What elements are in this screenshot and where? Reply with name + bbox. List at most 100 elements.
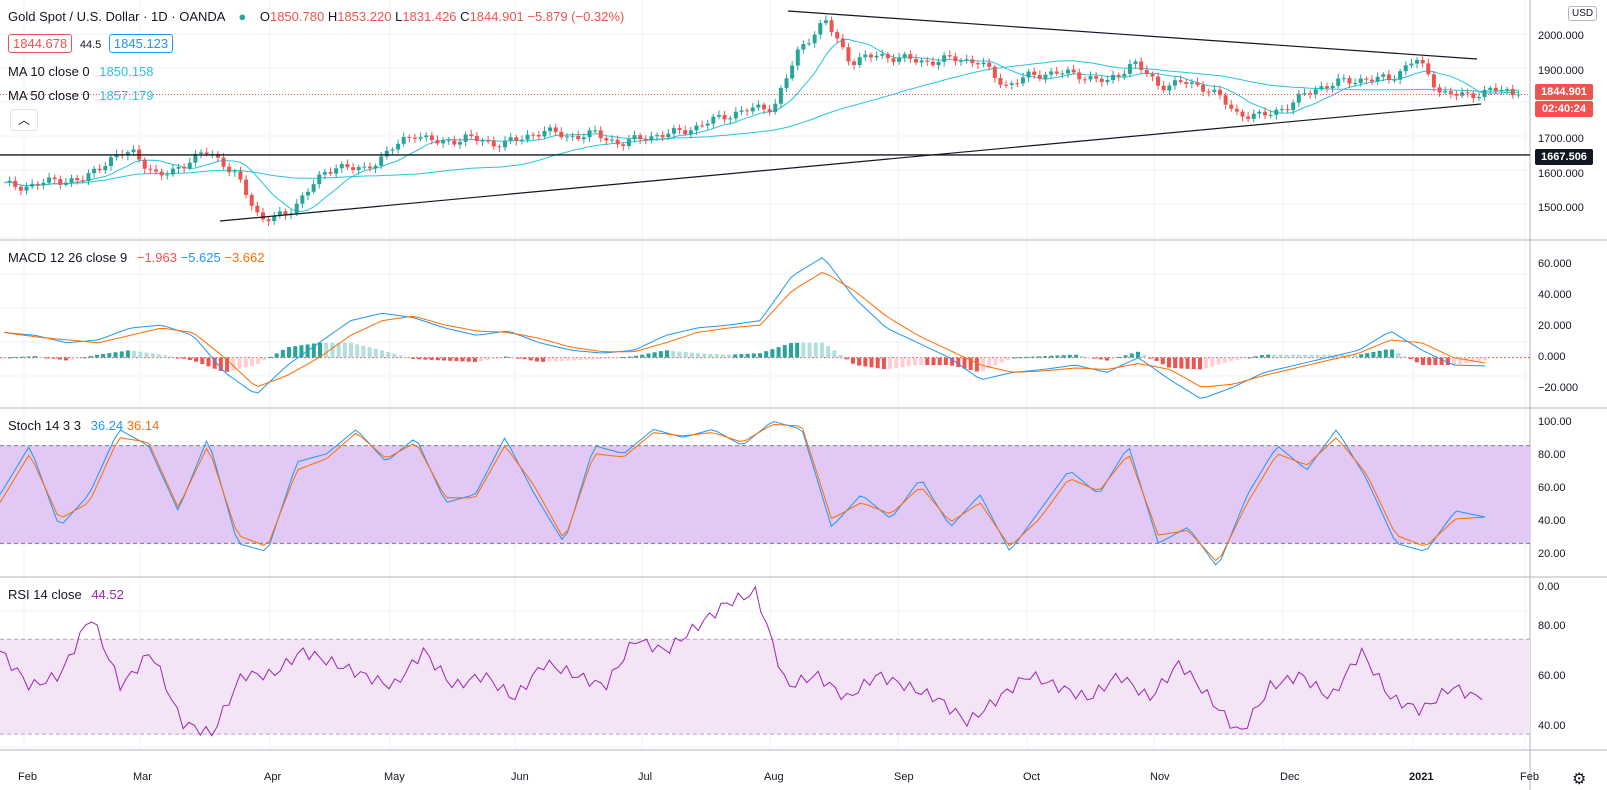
candle-body — [1099, 78, 1104, 83]
gear-icon[interactable]: ⚙ — [1572, 771, 1587, 788]
macd-histogram-bar — [63, 357, 68, 361]
macd-hist-value: −1.963 — [136, 250, 177, 265]
sell-button[interactable]: 1844.678 — [8, 34, 73, 53]
ma10-value: 1850.158 — [99, 64, 154, 79]
macd-histogram-bar — [1483, 357, 1487, 361]
macd-histogram-bar — [850, 357, 855, 364]
stoch-tick: 100.00 — [1538, 416, 1572, 428]
macd-histogram-bar — [355, 344, 360, 358]
candle-body — [339, 164, 344, 169]
macd-histogram-bar — [931, 357, 936, 365]
stoch-tick: 0.00 — [1538, 581, 1560, 593]
candle-body — [795, 49, 800, 66]
candle-body — [987, 62, 992, 67]
candle-body — [497, 146, 502, 148]
rsi-legend[interactable]: RSI 14 close 44.52 — [8, 587, 124, 602]
candle-body — [272, 215, 277, 222]
candle-body — [998, 77, 1003, 85]
macd-histogram-bar — [838, 354, 843, 358]
macd-histogram-bar — [596, 357, 601, 360]
macd-histogram-bar — [677, 351, 682, 358]
macd-histogram-bar — [212, 357, 217, 369]
candle-body — [728, 118, 733, 120]
macd-histogram-bar — [1241, 357, 1246, 359]
status-dot-icon: ● — [238, 9, 247, 24]
symbol-title[interactable]: Gold Spot / U.S. Dollar · 1D · OANDA — [8, 9, 225, 24]
macd-histogram-bar — [287, 347, 292, 358]
candle-body — [41, 182, 46, 186]
candle-body — [86, 173, 91, 181]
candle-body — [1037, 74, 1042, 79]
macd-histogram-bar — [627, 356, 632, 358]
macd-histogram-bar — [881, 357, 886, 370]
macd-legend[interactable]: MACD 12 26 close 9 −1.963 −5.625 −3.662 — [8, 250, 264, 265]
collapse-legend-button[interactable]: ︿ — [10, 109, 38, 131]
macd-histogram-bar — [497, 357, 502, 359]
stoch-band — [0, 445, 1530, 544]
time-tick: Nov — [1150, 771, 1170, 783]
macd-histogram-bar — [1272, 354, 1277, 358]
macd-histogram-bar — [1080, 355, 1085, 358]
rsi-tick: 40.00 — [1538, 720, 1566, 732]
macd-histogram-bar — [51, 357, 56, 359]
candle-body — [1054, 71, 1059, 74]
macd-histogram-bar — [894, 357, 899, 369]
candle-body — [852, 61, 857, 66]
macd-histogram-bar — [119, 351, 124, 358]
macd-histogram-bar — [373, 348, 378, 358]
macd-histogram-bar — [429, 357, 434, 360]
candle-body — [1094, 76, 1099, 79]
macd-histogram-bar — [32, 356, 37, 358]
macd-histogram-bar — [1259, 355, 1264, 358]
macd-histogram-bar — [1464, 357, 1469, 364]
macd-histogram-bar — [906, 357, 911, 367]
candle-body — [818, 23, 823, 35]
candle-body — [615, 139, 620, 145]
candle-body — [632, 135, 637, 140]
macd-histogram-bar — [1210, 357, 1215, 367]
candle-body — [677, 128, 682, 131]
candle-body — [863, 54, 868, 58]
candle-body — [1285, 109, 1290, 111]
macd-histogram-bar — [782, 345, 787, 358]
candle-body — [1144, 69, 1149, 75]
candle-body — [1116, 74, 1121, 77]
candle-body — [1448, 91, 1453, 94]
macd-histogram-bar — [361, 345, 366, 358]
macd-histogram-bar — [1098, 357, 1103, 360]
candle-body — [1218, 89, 1222, 96]
stoch-legend[interactable]: Stoch 14 3 3 36.24 36.14 — [8, 418, 159, 433]
macd-histogram-bar — [795, 342, 800, 358]
candle-body — [925, 60, 930, 62]
stoch-tick: 20.00 — [1538, 548, 1566, 560]
macd-histogram-bar — [943, 357, 948, 365]
candle-body — [283, 211, 288, 216]
candle-body — [503, 140, 508, 148]
candle-body — [992, 66, 997, 78]
macd-histogram-bar — [609, 357, 614, 359]
macd-histogram-bar — [776, 347, 781, 358]
candle-body — [193, 153, 198, 163]
rsi-value: 44.52 — [91, 587, 124, 602]
macd-histogram-bar — [448, 357, 453, 361]
candle-body — [215, 153, 220, 158]
candle-body — [953, 56, 958, 62]
candle-body — [1426, 63, 1431, 75]
macd-histogram-bar — [652, 352, 657, 358]
ma10-legend[interactable]: MA 10 close 0 1850.158 — [8, 64, 154, 79]
candle-body — [249, 194, 254, 206]
macd-histogram-bar — [1049, 355, 1054, 358]
buy-button[interactable]: 1845.123 — [108, 34, 174, 53]
time-tick: Jul — [638, 771, 653, 783]
candle-body — [92, 168, 97, 174]
macd-histogram-bar — [1179, 357, 1184, 369]
macd-histogram-bar — [2, 357, 6, 359]
currency-badge[interactable]: USD — [1568, 6, 1598, 21]
macd-tick: 40.000 — [1538, 289, 1572, 301]
macd-histogram-bar — [987, 357, 992, 369]
macd-histogram-bar — [237, 357, 242, 369]
candle-body — [1122, 73, 1127, 77]
ma50-legend[interactable]: MA 50 close 0 1857.179 — [8, 88, 154, 103]
candle-body — [514, 137, 519, 141]
